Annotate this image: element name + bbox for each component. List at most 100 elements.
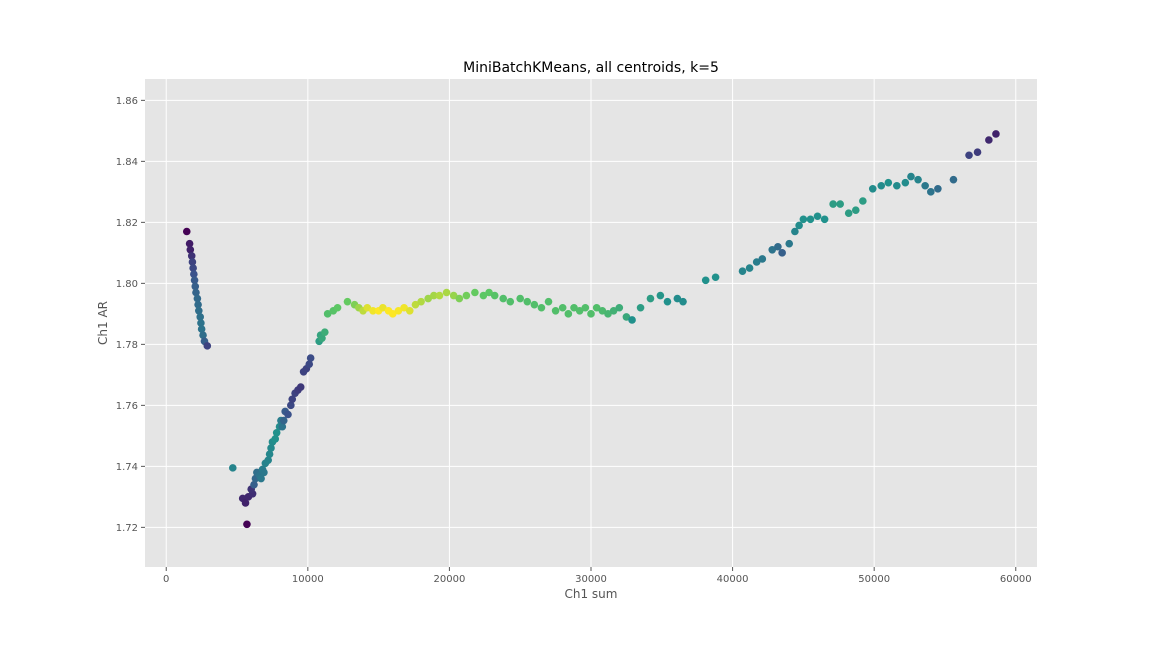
data-point [188,258,197,266]
data-point [934,185,942,193]
data-point [587,310,595,318]
data-point [203,342,212,350]
x-tick-label: 40000 [717,574,749,585]
data-point [265,450,274,458]
data-point [992,130,1000,138]
data-point [877,181,886,190]
data-point [575,307,584,315]
data-point [914,175,922,184]
data-point [609,307,618,315]
data-point [490,291,499,300]
y-tick-label: 1.74 [116,462,138,473]
data-point [859,197,867,205]
data-point [284,410,292,419]
data-point [430,291,438,300]
data-point [187,252,196,260]
data-point [901,178,910,187]
data-point [363,303,372,312]
data-point [394,307,403,315]
data-point [530,300,539,309]
data-point [927,188,935,196]
data-point [806,215,815,224]
data-point [516,294,525,303]
data-point [323,310,332,318]
data-point [592,303,601,312]
data-point [973,148,982,156]
data-point [745,264,754,272]
data-point [192,288,200,297]
data-point [199,331,207,340]
data-point [271,435,280,443]
data-point [791,227,799,236]
y-tick-label: 1.72 [116,523,138,534]
data-point [570,303,578,312]
data-point [884,178,893,187]
data-point [197,319,205,327]
data-point [194,300,202,309]
data-point [379,303,387,312]
data-point [424,294,432,303]
data-point [185,239,194,248]
y-tick-label: 1.80 [116,279,138,290]
data-point [701,276,710,285]
data-point [333,303,342,312]
data-point [679,297,687,306]
data-point [197,325,206,333]
data-point [288,395,297,404]
data-point [893,181,901,190]
data-point [836,200,844,208]
data-point [985,136,993,144]
data-point [656,291,665,300]
data-point [455,294,464,303]
data-point [449,291,458,300]
data-point [405,307,414,315]
data-point [564,310,573,318]
data-point [257,474,265,483]
data-point [615,303,624,312]
data-point [318,334,326,343]
data-point [190,270,198,279]
data-point [442,288,451,297]
data-point [523,297,532,306]
data-point [388,310,397,318]
y-tick-label: 1.86 [116,96,138,107]
x-tick-label: 50000 [858,574,890,585]
data-point [795,221,803,230]
data-point [785,239,794,248]
data-point [228,464,237,472]
data-points [182,130,1000,529]
x-tick-label: 0 [163,574,169,585]
data-point [851,206,860,214]
y-tick-label: 1.84 [116,157,138,168]
data-point [369,307,377,315]
data-point [400,303,408,312]
data-point [189,264,197,272]
data-point [417,297,425,306]
data-point [193,294,202,303]
data-point [196,313,205,321]
data-point [190,276,199,285]
data-point [551,307,560,315]
data-point [195,307,203,315]
data-point [462,291,471,300]
data-point [965,151,973,160]
data-point [267,444,275,452]
data-point [264,456,272,465]
chart-title: MiniBatchKMeans, all centroids, k=5 [463,60,719,76]
data-point [321,328,329,336]
data-point [663,297,672,306]
data-point [758,255,767,263]
data-point [479,291,488,300]
data-point [646,294,655,303]
data-point [799,215,808,224]
data-point [260,468,268,477]
data-point [711,273,720,282]
data-point [752,258,761,266]
data-point [243,520,251,529]
data-point [949,175,958,184]
data-point [305,360,314,368]
x-axis-label: Ch1 sum [565,587,618,601]
data-point [636,303,645,312]
x-tick-label: 20000 [434,574,466,585]
data-point [558,303,567,312]
